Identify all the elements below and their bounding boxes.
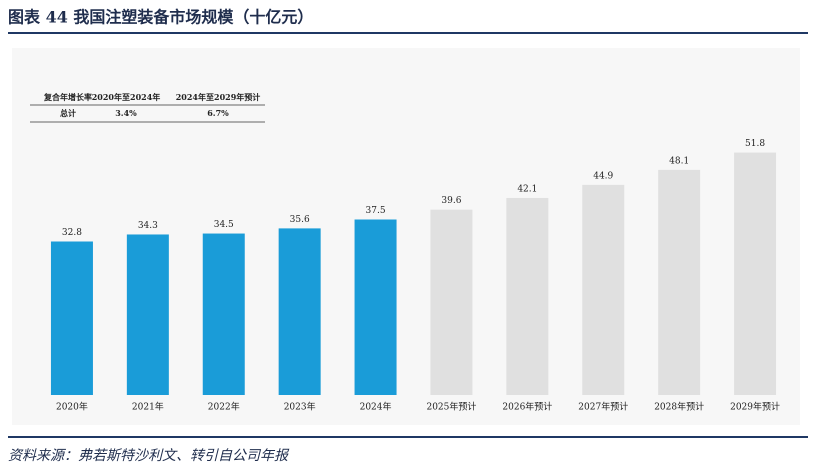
table-header: 2024年至2029年预计 <box>176 92 261 102</box>
bar <box>582 184 625 395</box>
bar <box>126 234 169 395</box>
value-label: 34.5 <box>214 220 234 230</box>
bar <box>50 241 93 395</box>
value-label: 39.6 <box>441 196 461 206</box>
value-label: 48.1 <box>669 156 689 166</box>
value-label: 37.5 <box>366 206 386 216</box>
bar <box>734 152 777 395</box>
x-tick-label: 2028年预计 <box>654 401 704 413</box>
table-cell: 总计 <box>60 108 76 118</box>
value-label: 32.8 <box>62 228 82 238</box>
bar <box>278 228 321 395</box>
x-tick-label: 2029年预计 <box>730 401 780 413</box>
x-tick-label: 2024年 <box>360 401 392 413</box>
x-tick-label: 2022年 <box>208 401 240 413</box>
value-label: 42.1 <box>517 184 537 194</box>
x-tick-label: 2023年 <box>284 401 316 413</box>
value-label: 44.9 <box>593 171 613 181</box>
figure-title: 图表 44 我国注塑装备市场规模（十亿元） <box>8 8 313 27</box>
x-tick-label: 2027年预计 <box>578 401 628 413</box>
value-label: 51.8 <box>745 139 765 149</box>
source-note: 资料来源：弗若斯特沙利文、转引自公司年报 <box>8 448 290 464</box>
table-header: 2020年至2024年 <box>92 92 161 102</box>
bar <box>658 169 701 395</box>
x-tick-label: 2025年预计 <box>426 401 476 413</box>
value-label: 34.3 <box>138 221 158 231</box>
bar <box>506 197 549 395</box>
table-cell: 6.7% <box>207 108 229 118</box>
table-cell: 3.4% <box>115 108 137 118</box>
x-tick-label: 2026年预计 <box>502 401 552 413</box>
x-tick-label: 2021年 <box>132 401 164 413</box>
bar <box>354 219 397 395</box>
value-label: 35.6 <box>290 215 310 225</box>
bar <box>430 209 473 395</box>
table-header: 复合年增长率 <box>43 92 92 102</box>
bar <box>202 233 245 395</box>
x-tick-label: 2020年 <box>56 401 88 413</box>
